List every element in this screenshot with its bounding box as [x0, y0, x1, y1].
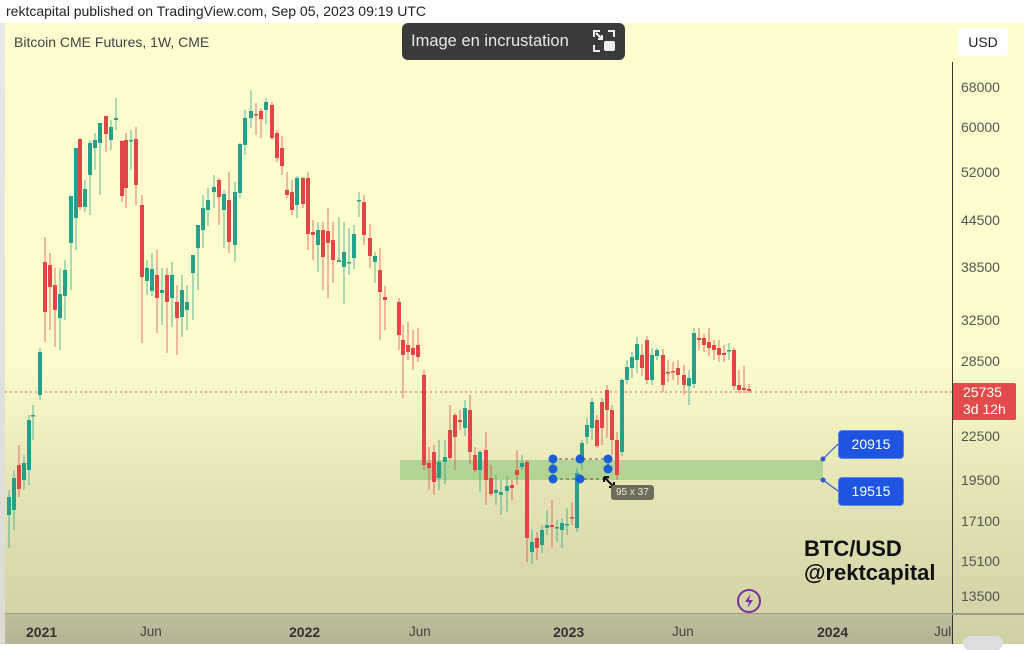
pip-label: Image en incrustation — [411, 32, 569, 50]
price-tick-label: 44500 — [961, 212, 1000, 228]
currency-button[interactable]: USD — [958, 28, 1008, 56]
picture-in-picture-icon[interactable] — [592, 29, 616, 58]
left-border — [0, 23, 5, 644]
pip-tooltip[interactable]: Image en incrustation — [402, 23, 625, 60]
candles — [7, 90, 751, 564]
price-tick-label: 68000 — [961, 79, 1000, 95]
price-tick-label: 52000 — [961, 164, 1000, 180]
price-axis-line — [952, 62, 953, 644]
time-tick-label: 2022 — [289, 624, 321, 640]
zone-top-price-tag[interactable]: 20915 — [838, 430, 904, 459]
price-tick-label: 60000 — [961, 119, 1000, 135]
time-tick-label: Jul — [934, 624, 952, 639]
zone-bottom-price-tag[interactable]: 19515 — [838, 477, 904, 506]
resize-cursor-icon — [603, 476, 615, 488]
time-tick-label: Jun — [672, 624, 694, 639]
lightning-icon[interactable] — [736, 588, 762, 619]
bar-countdown: 3d 12h — [963, 401, 1006, 417]
chart-title: Bitcoin CME Futures, 1W, CME — [14, 34, 210, 50]
price-tick-label: 22500 — [961, 428, 1000, 444]
publish-bar: rektcapital published on TradingView.com… — [0, 0, 1024, 22]
time-tick-label: 2021 — [26, 624, 58, 640]
toggle-switch[interactable] — [963, 636, 1003, 650]
price-tick-label: 15100 — [961, 553, 1000, 569]
time-tick-label: Jun — [140, 624, 162, 639]
measure-size-label: 95 x 37 — [611, 485, 654, 500]
time-tick-label: 2023 — [553, 624, 585, 640]
time-tick-label: 2024 — [817, 624, 849, 640]
price-tick-label: 28500 — [961, 353, 1000, 369]
measure-box[interactable] — [548, 454, 615, 488]
price-tick-label: 19500 — [961, 472, 1000, 488]
price-tick-label: 17100 — [961, 513, 1000, 529]
time-tick-label: Jun — [409, 624, 431, 639]
watermark-symbol: BTC/USD — [804, 536, 902, 561]
watermark-handle: @rektcapital — [804, 560, 936, 585]
price-tick-label: 32500 — [961, 312, 1000, 328]
watermark: BTC/USD @rektcapital — [804, 537, 936, 585]
chart-area[interactable] — [5, 23, 1024, 644]
publish-info: rektcapital published on TradingView.com… — [6, 3, 426, 19]
price-tick-label: 38500 — [961, 259, 1000, 275]
time-axis[interactable] — [5, 614, 952, 644]
last-price-value: 25735 — [963, 384, 1002, 400]
price-tick-label: 13500 — [961, 588, 1000, 604]
last-price-badge: 25735 3d 12h — [953, 383, 1016, 420]
